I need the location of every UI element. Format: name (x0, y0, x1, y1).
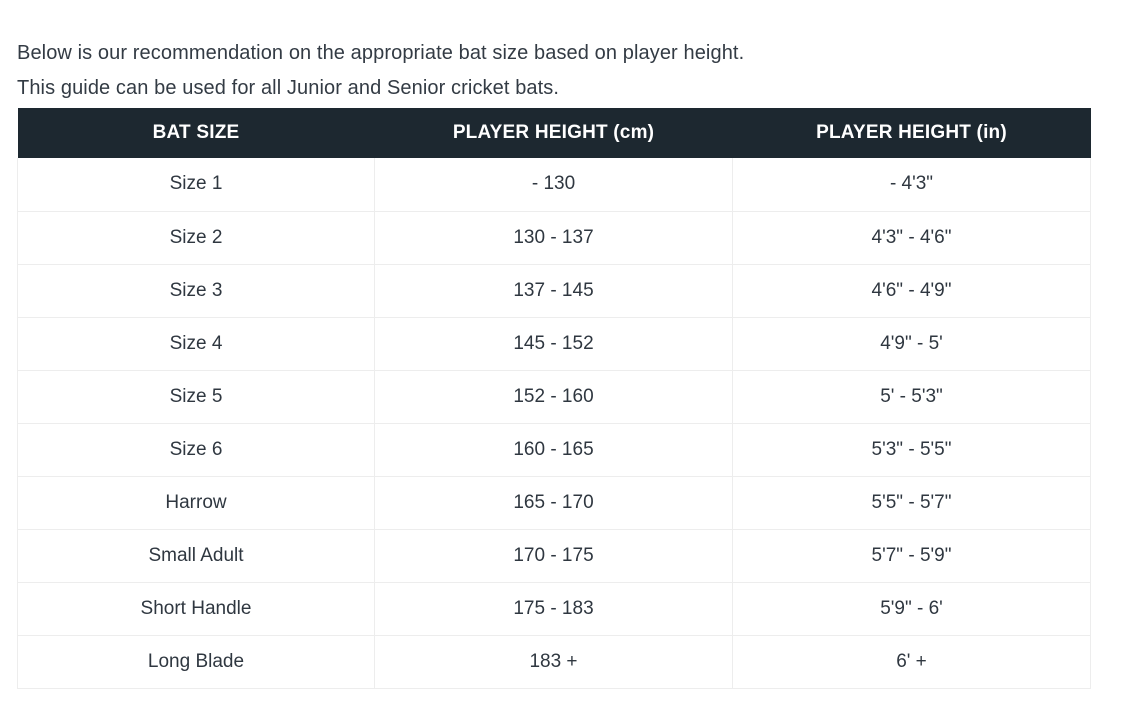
intro-line-2: This guide can be used for all Junior an… (17, 77, 560, 99)
bat-size-table-container: BAT SIZE PLAYER HEIGHT (cm) PLAYER HEIGH… (17, 108, 1091, 689)
cell-height-cm: 145 - 152 (374, 317, 733, 371)
table-row: Size 2 130 - 137 4'3" - 4'6" (17, 211, 1091, 265)
cell-bat-size: Harrow (17, 476, 375, 530)
cell-bat-size: Size 3 (17, 264, 375, 318)
table-row: Size 6 160 - 165 5'3" - 5'5" (17, 423, 1091, 477)
table-header-row: BAT SIZE PLAYER HEIGHT (cm) PLAYER HEIGH… (17, 108, 1091, 158)
cell-height-cm: 175 - 183 (374, 582, 733, 636)
table-row: Size 3 137 - 145 4'6" - 4'9" (17, 264, 1091, 318)
table-body: Size 1- 130- 4'3" Size 2 130 - 137 4'3" - 4… (17, 158, 1091, 689)
table-head: BAT SIZE PLAYER HEIGHT (cm) PLAYER HEIGH… (17, 108, 1091, 158)
cell-height-cm: 165 - 170 (374, 476, 733, 530)
table-row: Size 5 152 - 160 5' - 5'3" (17, 370, 1091, 424)
cell-bat-size: Size 6 (17, 423, 375, 477)
column-header-height-cm: PLAYER HEIGHT (cm) (452, 122, 655, 143)
table-row: Size 1- 130- 4'3" (17, 158, 1091, 212)
cell-height-cm: 137 - 145 (374, 264, 733, 318)
table-row: Size 4 145 - 152 4'9" - 5' (17, 317, 1091, 371)
cell-height-cm: 160 - 165 (374, 423, 733, 477)
cell-height-cm: 183 + (374, 635, 733, 689)
cell-bat-size: Size 2 (17, 211, 375, 265)
column-header-height-in: PLAYER HEIGHT (in) (816, 122, 1007, 143)
cell-bat-size: Size 1 (17, 158, 375, 212)
cell-height-in: 5'9" - 6' (732, 582, 1091, 636)
cell-bat-size: Short Handle (17, 582, 375, 636)
cell-height-in: 6' + (732, 635, 1091, 689)
cell-height-in: 5'5" - 5'7" (732, 476, 1091, 530)
cell-height-in: 5'7" - 5'9" (732, 529, 1091, 583)
cell-bat-size: Size 5 (17, 370, 375, 424)
cell-height-in: - 4'3" (732, 158, 1091, 212)
table-row: Small Adult 170 - 175 5'7" - 5'9" (17, 529, 1091, 583)
cell-height-cm: - 130 (374, 158, 733, 212)
cell-height-cm: 170 - 175 (374, 529, 733, 583)
table-row: Harrow 165 - 170 5'5" - 5'7" (17, 476, 1091, 530)
cell-height-in: 4'9" - 5' (732, 317, 1091, 371)
cell-bat-size: Long Blade (17, 635, 375, 689)
cell-height-in: 5' - 5'3" (732, 370, 1091, 424)
table-row: Short Handle 175 - 183 5'9" - 6' (17, 582, 1091, 636)
intro-paragraph: Below is our recommendation on the appro… (17, 36, 1090, 106)
cell-height-cm: 130 - 137 (374, 211, 733, 265)
cell-bat-size: Small Adult (17, 529, 375, 583)
intro-line-1: Below is our recommendation on the appro… (17, 42, 745, 64)
column-header-bat-size: BAT SIZE (152, 122, 240, 143)
cell-bat-size: Size 4 (17, 317, 375, 371)
cell-height-in: 4'3" - 4'6" (732, 211, 1091, 265)
cell-height-in: 4'6" - 4'9" (732, 264, 1091, 318)
cell-height-in: 5'3" - 5'5" (732, 423, 1091, 477)
table-row: Long Blade 183 +6' + (17, 635, 1091, 689)
cell-height-cm: 152 - 160 (374, 370, 733, 424)
bat-size-table: BAT SIZE PLAYER HEIGHT (cm) PLAYER HEIGH… (17, 108, 1091, 689)
